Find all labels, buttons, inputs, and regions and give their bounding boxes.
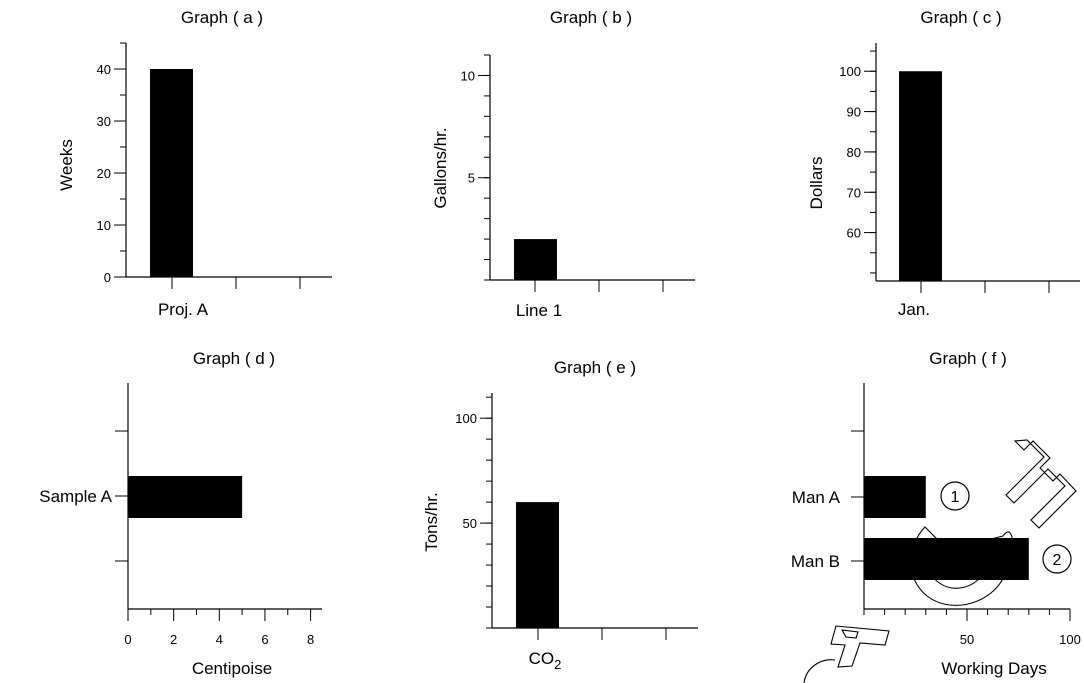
graph-b: Graph ( b ) Gallons/hr. 5 10 Line 1 — [431, 8, 695, 320]
graph-c-category-label: Jan. — [898, 300, 930, 319]
watermark-letter-e — [1005, 439, 1077, 529]
graph-c-bar-jan — [899, 71, 942, 281]
graph-f-marker-2-circle — [1042, 544, 1072, 574]
graph-b-y-ticks: 5 10 — [461, 54, 490, 281]
graph-f-category-label-man-b: Man B — [791, 552, 840, 571]
y-tick-label: 80 — [847, 145, 861, 160]
watermark-letter-g — [910, 526, 1014, 606]
graph-b-category-label: Line 1 — [516, 301, 562, 320]
y-tick-label: 60 — [847, 226, 861, 241]
y-tick-label: 70 — [847, 185, 861, 200]
graph-d-category-label: Sample A — [39, 487, 112, 506]
watermark-letter-a — [830, 625, 890, 668]
graph-f-xlabel: Working Days — [941, 659, 1047, 678]
graph-e-bar-co2 — [516, 502, 559, 628]
y-tick-label: 10 — [97, 218, 111, 233]
graph-a-y-ticks: 0 10 20 30 40 — [97, 42, 126, 285]
graph-d-title: Graph ( d ) — [193, 349, 275, 368]
x-tick-label: 0 — [124, 632, 131, 647]
graph-a-bar-proj-a — [150, 69, 193, 277]
graph-c-y-ticks: 60 70 80 90 100 — [839, 50, 876, 274]
graph-d-bar-sample-a — [128, 476, 243, 518]
x-tick-label: 100 — [1059, 632, 1081, 647]
graph-b-title: Graph ( b ) — [550, 8, 632, 27]
graph-c-ylabel: Dollars — [807, 157, 826, 210]
graph-e-ylabel: Tons/hr. — [422, 492, 441, 552]
graph-a-category-label: Proj. A — [158, 300, 209, 319]
graph-f-category-label-man-a: Man A — [792, 488, 841, 507]
graph-a-ylabel: Weeks — [57, 139, 76, 191]
x-tick-label: 4 — [216, 632, 223, 647]
graph-b-ylabel: Gallons/hr. — [431, 127, 450, 208]
y-tick-label: 40 — [97, 62, 111, 77]
x-tick-label: 6 — [261, 632, 268, 647]
graph-f-title: Graph ( f ) — [929, 349, 1006, 368]
graph-f-marker-1-circle — [940, 481, 970, 511]
watermark-outline — [803, 439, 1077, 683]
graph-f-bar-man-b — [864, 538, 1029, 580]
graph-d-x-ticks: 0 2 4 6 8 — [124, 609, 314, 647]
graph-e: Graph ( e ) Tons/hr. 50 100 CO2 — [422, 358, 698, 672]
y-tick-label: 100 — [839, 64, 861, 79]
graph-f-marker-1-label: 1 — [951, 489, 960, 506]
graph-e-title: Graph ( e ) — [554, 358, 636, 377]
y-tick-label: 50 — [463, 516, 477, 531]
graph-a-title: Graph ( a ) — [181, 8, 263, 27]
y-tick-label: 5 — [468, 171, 475, 186]
y-tick-label: 20 — [97, 166, 111, 181]
graph-f-x-ticks: 50 100 — [863, 609, 1081, 647]
y-tick-label: 30 — [97, 114, 111, 129]
graph-d: Graph ( d ) Sample A 0 2 4 6 8 Centipoise — [39, 349, 322, 678]
x-tick-label: 8 — [307, 632, 314, 647]
y-tick-label: 90 — [847, 105, 861, 120]
x-tick-label: 50 — [960, 632, 974, 647]
graph-c-title: Graph ( c ) — [920, 8, 1001, 27]
graph-f: Graph ( f ) Man A Man B 50 100 1 2 Workin… — [791, 349, 1081, 678]
x-tick-label: 2 — [170, 632, 177, 647]
y-tick-label: 0 — [104, 270, 111, 285]
graph-e-y-ticks: 50 100 — [455, 396, 492, 629]
y-tick-label: 10 — [461, 68, 475, 83]
watermark-partial-circle — [803, 659, 836, 683]
graph-d-xlabel: Centipoise — [192, 659, 272, 678]
y-tick-label: 100 — [455, 411, 477, 426]
graph-c: Graph ( c ) Dollars 60 70 80 90 100 Jan. — [807, 8, 1080, 319]
graph-e-category-label: CO2 — [529, 649, 562, 672]
graph-f-bar-man-a — [864, 476, 926, 518]
graph-f-marker-2-label: 2 — [1053, 552, 1062, 569]
graph-b-bar-line-1 — [514, 239, 557, 280]
graph-a: Graph ( a ) Weeks 0 10 20 30 40 Proj. A — [57, 8, 332, 319]
